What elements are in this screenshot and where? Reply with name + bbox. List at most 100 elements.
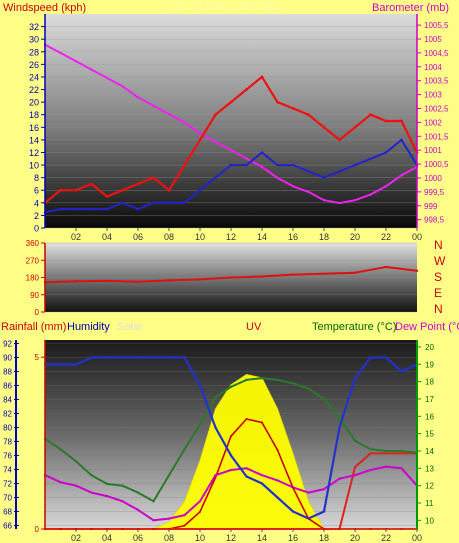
humidity-tick-label: 68 bbox=[3, 508, 12, 517]
direction-tick-label: 270 bbox=[26, 256, 40, 265]
wind-tick-label: 32 bbox=[29, 22, 39, 32]
uv-point bbox=[369, 528, 372, 530]
temperature-axis-title: Temperature (°C) bbox=[312, 321, 396, 333]
top-hidden-title: Last 24 hours graph data bbox=[170, 1, 282, 12]
dew-point-point bbox=[90, 491, 93, 494]
axes-layer: 02468101214161820222426283032998,5999999… bbox=[3, 14, 449, 543]
barometer-point bbox=[183, 121, 186, 124]
barometer-tick-label: 1004,5 bbox=[424, 49, 449, 58]
wind-gust-point bbox=[59, 188, 62, 192]
data-layer bbox=[43, 43, 419, 530]
barometer-point bbox=[276, 176, 279, 180]
time-tick-label: 10 bbox=[195, 232, 205, 242]
wind-gust-point bbox=[198, 138, 202, 142]
temperature-point bbox=[136, 491, 140, 494]
uv-point bbox=[199, 510, 201, 513]
humidity-point bbox=[105, 356, 109, 359]
dew-point-point bbox=[198, 500, 202, 503]
barometer-point bbox=[291, 185, 295, 188]
wind-average-point bbox=[121, 201, 124, 205]
barometer-tick-label: 999,5 bbox=[424, 188, 445, 197]
wind-gust-point bbox=[167, 188, 171, 192]
wind-gust-point bbox=[152, 176, 155, 180]
dew-point-point bbox=[183, 513, 186, 517]
wind-average-point bbox=[167, 201, 171, 205]
time-tick-label: 18 bbox=[319, 232, 329, 242]
barometer-point bbox=[198, 132, 202, 135]
humidity-point bbox=[198, 384, 202, 387]
barometer-tick-label: 1005 bbox=[424, 35, 442, 44]
temperature-point bbox=[59, 448, 62, 451]
temperature-tick-label: 10 bbox=[425, 516, 434, 525]
temperature-tick-label: 18 bbox=[425, 378, 434, 387]
humidity-tick-label: 66 bbox=[3, 522, 12, 531]
rainfall-point bbox=[354, 466, 356, 469]
compass-label-e: E bbox=[434, 286, 442, 300]
time-tick-label: 20 bbox=[350, 232, 360, 242]
dew-point-point bbox=[353, 474, 357, 477]
barometer-tick-label: 1004 bbox=[424, 63, 442, 72]
wind-tick-label: 8 bbox=[34, 173, 39, 183]
dew-point-point bbox=[322, 487, 326, 491]
uv-point bbox=[183, 524, 186, 527]
wind-tick-label: 0 bbox=[34, 224, 39, 234]
temperature-point bbox=[105, 482, 109, 486]
wind-gust-point bbox=[369, 113, 372, 117]
dew-point-point bbox=[136, 508, 140, 512]
wind-direction-point bbox=[322, 272, 326, 275]
rainfall-axis-title: Rainfall (mm) bbox=[1, 321, 66, 333]
rainfall-point bbox=[276, 528, 279, 530]
wind-gust-point bbox=[260, 75, 264, 79]
wind-gust-point bbox=[183, 163, 186, 167]
barometer-point bbox=[74, 60, 78, 63]
wind-gust-point bbox=[338, 138, 341, 142]
dew-point-point bbox=[276, 479, 279, 482]
wind-gust-point bbox=[276, 100, 279, 104]
wind-tick-label: 14 bbox=[29, 135, 39, 145]
uv-point bbox=[245, 418, 248, 421]
humidity-point bbox=[291, 510, 295, 513]
temperature-point bbox=[353, 439, 357, 442]
temperature-point bbox=[183, 448, 186, 451]
wind-tick-label: 20 bbox=[29, 98, 39, 108]
uv-axis-title: UV bbox=[246, 321, 262, 333]
humidity-point bbox=[353, 377, 357, 380]
humidity-tick-label: 86 bbox=[3, 382, 12, 391]
wind-direction-point bbox=[291, 273, 295, 276]
dew-point-point bbox=[260, 474, 264, 477]
wind-average-point bbox=[384, 151, 388, 154]
wind-average-point bbox=[291, 163, 295, 167]
barometer-tick-label: 1002,5 bbox=[424, 104, 449, 113]
wind-average-point bbox=[307, 170, 310, 173]
dew-point-point bbox=[74, 484, 78, 487]
time-tick-label: 04 bbox=[102, 232, 112, 242]
barometer-point bbox=[307, 190, 310, 194]
wind-tick-label: 30 bbox=[29, 35, 39, 45]
wind-average-point bbox=[369, 157, 372, 160]
temperature-tick-label: 20 bbox=[425, 343, 434, 352]
uv-point bbox=[307, 517, 310, 520]
temperature-tick-label: 17 bbox=[425, 395, 434, 404]
barometer-point bbox=[214, 140, 217, 144]
time-tick-label: 10 bbox=[195, 533, 205, 543]
dew-point-point bbox=[384, 465, 388, 468]
wind-tick-label: 2 bbox=[34, 211, 39, 221]
time-tick-label: 20 bbox=[350, 533, 360, 543]
time-tick-label: 22 bbox=[381, 533, 391, 543]
wind-gust-point bbox=[384, 119, 388, 123]
humidity-point bbox=[322, 510, 326, 513]
wind-direction-point bbox=[384, 265, 388, 269]
barometer-point bbox=[322, 199, 326, 202]
wind-direction-point bbox=[167, 279, 171, 282]
wind-gust-point bbox=[229, 100, 233, 104]
humidity-point bbox=[384, 356, 388, 359]
wind-average-point bbox=[198, 189, 202, 192]
temperature-tick-label: 14 bbox=[425, 447, 434, 456]
humidity-tick-label: 80 bbox=[3, 424, 12, 433]
time-tick-label: 14 bbox=[257, 533, 267, 543]
temperature-point bbox=[152, 500, 155, 503]
rainfall-point bbox=[385, 452, 387, 455]
wind-gust-point bbox=[245, 88, 248, 91]
wind-direction-point bbox=[136, 280, 140, 283]
time-tick-label: 02 bbox=[71, 533, 81, 543]
